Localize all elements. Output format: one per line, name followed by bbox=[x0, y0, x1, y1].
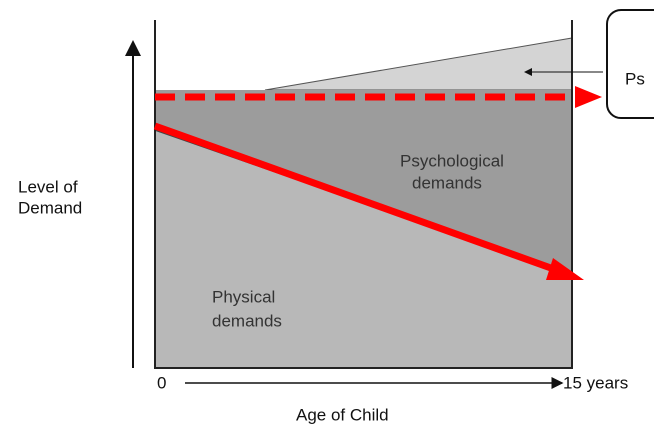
region-label: Physical bbox=[212, 287, 275, 306]
callout-box bbox=[606, 9, 654, 119]
region-label: Psychological bbox=[400, 151, 504, 170]
x-end-label: 15 years bbox=[563, 373, 628, 392]
physical-region bbox=[155, 130, 572, 368]
region-label: demands bbox=[212, 311, 282, 330]
callout-text: Ps bbox=[625, 69, 645, 88]
red-arrowhead bbox=[575, 86, 602, 108]
red-arrow-line bbox=[153, 122, 564, 276]
red-arrowhead bbox=[546, 258, 584, 280]
region-label: demands bbox=[412, 173, 482, 192]
x-start-label: 0 bbox=[157, 373, 166, 392]
x-axis-label: Age of Child bbox=[296, 405, 389, 424]
psychological-region bbox=[155, 90, 572, 275]
y-axis-label: Level of bbox=[18, 177, 78, 196]
frame bbox=[154, 20, 573, 369]
y-axis-label: Demand bbox=[18, 198, 82, 217]
